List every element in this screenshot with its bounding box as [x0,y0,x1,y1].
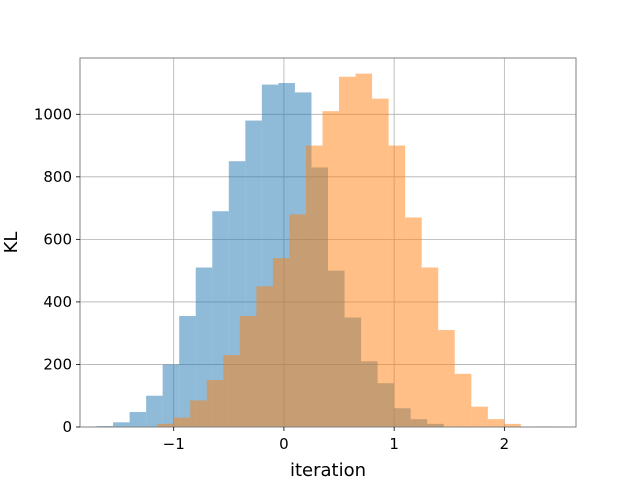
y-tick-label: 1000 [34,105,72,123]
y-tick-label: 400 [43,293,72,311]
histogram-bar [272,258,290,427]
y-tick-label: 800 [43,168,72,186]
y-tick-label: 200 [43,355,72,373]
histogram-bar [129,411,147,427]
histogram-bar [305,145,323,427]
histogram-bar [438,330,455,427]
histogram-bar [113,422,130,427]
histogram-bar [223,355,240,427]
histogram-bar [173,417,191,427]
histogram-bar [471,406,488,427]
histogram-bar [454,373,472,427]
histogram-bar [339,76,356,428]
histogram-bar [162,364,180,427]
x-tick-label: −1 [163,435,185,453]
histogram-bar [388,145,406,427]
histogram-bar [322,111,340,428]
histogram-bar [487,419,505,427]
x-axis-label: iteration [290,460,366,480]
y-axis-label: KL [1,232,22,254]
histogram-bar [405,217,422,427]
histogram-bar [239,315,257,427]
axis-ticks: −1 0 1 2 0 200 400 600 800 1000 [34,105,509,453]
histogram-bar [256,286,273,427]
histogram-bar [179,315,196,427]
histogram-bar [146,395,163,427]
histogram-bar [355,73,373,427]
series-2-bars [157,73,554,428]
histogram-bars [96,73,554,428]
x-tick-label: 0 [279,435,289,453]
histogram-bar [372,98,389,428]
y-tick-label: 0 [62,418,72,436]
x-tick-label: 2 [500,435,510,453]
histogram-bar [206,380,224,427]
histogram-bar [504,423,521,427]
histogram-bar [289,214,306,427]
x-tick-label: 1 [389,435,399,453]
histogram-bar [157,423,174,427]
histogram-bar [190,400,207,427]
y-tick-label: 600 [43,230,72,248]
plot-frame [79,57,577,428]
histogram-bar [421,267,439,427]
